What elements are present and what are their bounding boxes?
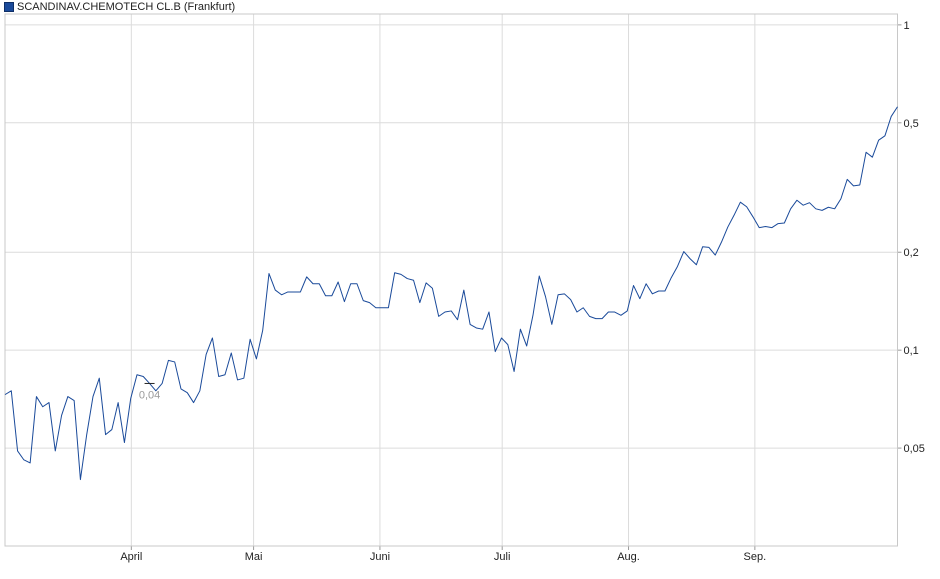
x-tick-label: Juli — [494, 551, 511, 563]
legend: SCANDINAV.CHEMOTECH CL.B (Frankfurt) — [4, 1, 235, 13]
legend-swatch — [4, 2, 14, 12]
x-tick-label: Sep. — [744, 551, 767, 563]
x-tick-label: Juni — [370, 551, 390, 563]
annotation-label: 0,04 — [139, 389, 160, 401]
legend-label: SCANDINAV.CHEMOTECH CL.B (Frankfurt) — [17, 1, 236, 13]
x-tick-label: April — [120, 551, 142, 563]
y-tick-label: 1 — [904, 20, 910, 32]
series-layer — [4, 106, 898, 481]
series-line — [4, 106, 898, 481]
grid — [5, 14, 902, 550]
y-tick-label: 0,05 — [904, 443, 925, 455]
y-tick-label: 0,2 — [904, 247, 919, 259]
x-tick-label: Aug. — [617, 551, 640, 563]
plot-frame — [4, 13, 898, 547]
tick-labels: April Mai Juni Juli Aug. Sep. 1 0,5 0,2 0,1 0,05 — [120, 20, 925, 563]
y-tick-label: 0,5 — [904, 118, 919, 130]
x-tick-label: Mai — [245, 551, 263, 563]
y-tick-label: 0,1 — [904, 345, 919, 357]
annotations: 0,040,56 — [139, 382, 160, 401]
